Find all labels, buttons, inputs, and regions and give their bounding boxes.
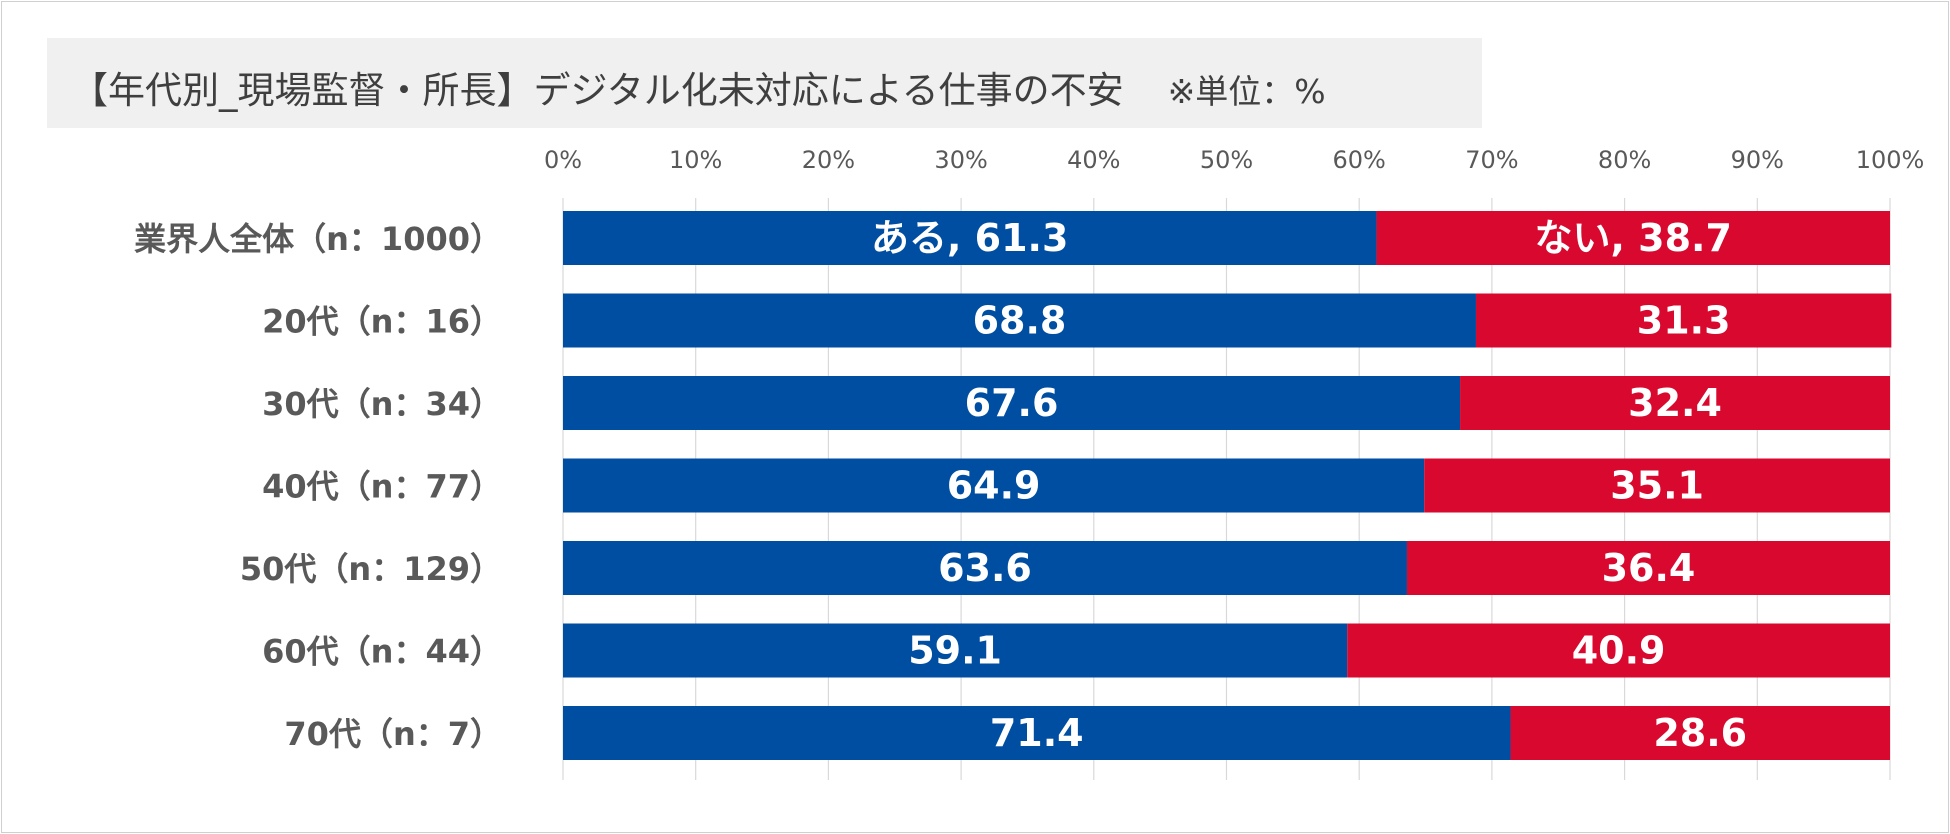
data-label: 31.3 xyxy=(1637,299,1731,343)
x-tick-label: 90% xyxy=(1731,146,1784,174)
data-label: 35.1 xyxy=(1610,464,1704,508)
bar-yes xyxy=(563,211,1377,265)
data-label: 36.4 xyxy=(1602,546,1696,590)
data-label: 64.9 xyxy=(947,464,1041,508)
unit-note: ※単位：% xyxy=(1167,72,1326,111)
x-tick-label: 10% xyxy=(669,146,722,174)
bar-yes xyxy=(563,706,1511,760)
bar-no xyxy=(1406,541,1890,595)
x-tick-label: 30% xyxy=(934,146,987,174)
data-label: 32.4 xyxy=(1628,381,1722,425)
bar-yes xyxy=(563,541,1407,595)
category-label: 30代（n：34） xyxy=(262,385,502,423)
x-tick-label: 70% xyxy=(1465,146,1518,174)
bar-no xyxy=(1510,706,1890,760)
bar-no xyxy=(1376,211,1890,265)
chart-title: 【年代別_現場監督・所長】デジタル化未対応による仕事の不安 ※単位：% xyxy=(71,60,1326,114)
bar-no xyxy=(1460,376,1890,430)
chart-title-box: 【年代別_現場監督・所長】デジタル化未対応による仕事の不安 ※単位：% xyxy=(47,38,1482,128)
data-label: 40.9 xyxy=(1572,629,1666,673)
data-label: 63.6 xyxy=(938,546,1032,590)
data-label: ない, 38.7 xyxy=(1535,216,1732,260)
bar-no xyxy=(1424,458,1890,513)
bar-yes xyxy=(563,458,1425,513)
x-tick-label: 50% xyxy=(1200,146,1253,174)
category-label: 70代（n：7） xyxy=(284,715,502,753)
x-tick-label: 40% xyxy=(1067,146,1120,174)
category-label: 20代（n：16） xyxy=(262,303,502,341)
chart-title-main: 【年代別_現場監督・所長】デジタル化未対応による仕事の不安 xyxy=(71,69,1124,112)
x-tick-label: 20% xyxy=(802,146,855,174)
category-label: 40代（n：77） xyxy=(262,468,502,506)
bar-no xyxy=(1347,623,1890,678)
x-tick-label: 80% xyxy=(1598,146,1651,174)
data-label: 67.6 xyxy=(965,381,1059,425)
data-label: 71.4 xyxy=(990,711,1084,755)
bar-yes xyxy=(563,376,1461,430)
data-label: 59.1 xyxy=(908,629,1002,673)
category-label: 50代（n：129） xyxy=(240,550,502,588)
data-label: ある, 61.3 xyxy=(871,216,1068,260)
x-tick-label: 0% xyxy=(544,146,582,174)
x-tick-label: 60% xyxy=(1333,146,1386,174)
data-label: 68.8 xyxy=(973,299,1067,343)
category-label: 業界人全体（n：1000） xyxy=(134,220,502,258)
category-label: 60代（n：44） xyxy=(262,633,502,671)
bar-yes xyxy=(563,293,1476,348)
data-label: 28.6 xyxy=(1653,711,1747,755)
bar-yes xyxy=(563,623,1348,678)
bar-no xyxy=(1475,293,1892,348)
x-tick-label: 100% xyxy=(1856,146,1925,174)
